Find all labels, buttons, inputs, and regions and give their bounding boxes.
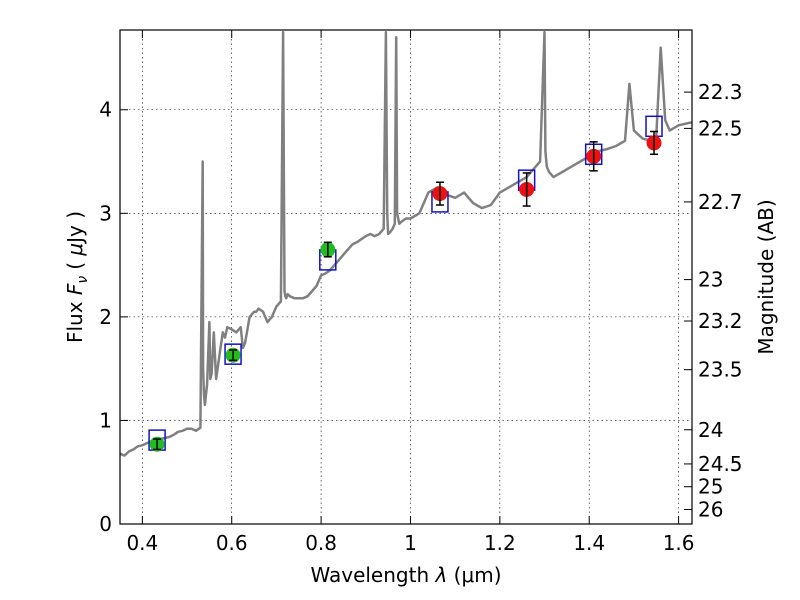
mag-tick-label: 24.5 — [698, 452, 743, 476]
axis-ticks: 0.4 0.6 0.8 1 1.2 1.4 1.60123422.322.522.72323… — [99, 30, 743, 555]
mag-tick-label: 23 — [698, 268, 723, 292]
mag-tick-label: 22.5 — [698, 116, 743, 140]
mag-tick-label: 24 — [698, 418, 723, 442]
x-axis-label: Wavelength λ (μm) — [310, 563, 501, 587]
mag-tick-label: 22.3 — [698, 80, 743, 104]
y-tick-label: 3 — [99, 201, 112, 225]
model-spectrum-line — [120, 30, 692, 457]
mag-tick-label: 26 — [698, 498, 723, 522]
model-band-box — [224, 343, 242, 365]
x-tick-label: 1 — [404, 531, 417, 555]
grid — [120, 30, 692, 525]
y-tick-label: 1 — [99, 408, 112, 432]
data-points — [148, 115, 663, 452]
magnitude-axis-label: Magnitude (AB) — [754, 199, 778, 354]
mag-tick-label: 23.5 — [698, 358, 743, 382]
mag-tick-label: 22.7 — [698, 190, 743, 214]
mag-tick-label: 23.2 — [698, 309, 743, 333]
plot-frame — [119, 29, 693, 525]
y-tick-label: 2 — [99, 305, 112, 329]
x-tick-label: 0.6 — [216, 531, 248, 555]
x-tick-label: 1.6 — [663, 531, 695, 555]
x-tick-label: 0.8 — [305, 531, 337, 555]
mag-tick-label: 25 — [698, 475, 723, 499]
y-tick-label: 4 — [99, 98, 112, 122]
x-tick-label: 0.4 — [126, 531, 158, 555]
y-axis-label: Flux Fν( μJy ) — [63, 211, 91, 343]
x-tick-label: 1.2 — [484, 531, 516, 555]
x-tick-label: 1.4 — [573, 531, 605, 555]
y-tick-label: 0 — [99, 512, 112, 536]
